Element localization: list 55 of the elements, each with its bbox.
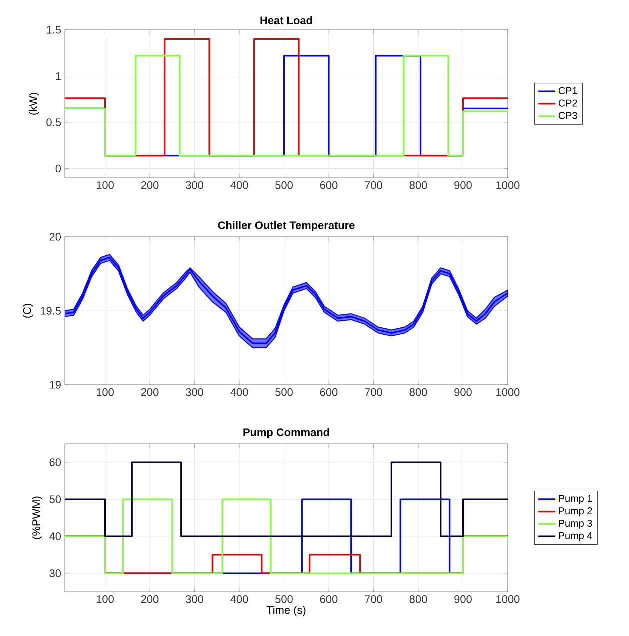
legend-label: Pump 1 xyxy=(559,495,592,504)
chart-title: Chiller Outlet Temperature xyxy=(218,221,355,232)
x-tick-label: 500 xyxy=(276,596,293,604)
x-tick-label: 300 xyxy=(186,182,204,190)
x-axis-title: Time (s) xyxy=(266,606,306,616)
legend-label: Pump 2 xyxy=(559,508,592,517)
x-tick-label: 200 xyxy=(141,596,159,604)
y-axis-title: (C) xyxy=(23,304,34,318)
y-tick-label: 1 xyxy=(56,72,61,80)
y-tick-label: 30 xyxy=(50,570,62,578)
x-tick-label: 300 xyxy=(186,388,204,396)
x-tick-label: 500 xyxy=(276,388,293,396)
y-tick-label: 1.5 xyxy=(47,26,62,34)
x-tick-label: 400 xyxy=(230,182,248,190)
x-tick-label: 800 xyxy=(410,388,428,396)
x-tick-label: 200 xyxy=(141,182,159,190)
y-tick-label: 20 xyxy=(50,233,62,241)
legend-label: CP2 xyxy=(558,100,578,107)
y-axis-title: (kW) xyxy=(29,93,40,115)
y-axis-title: (%PWM) xyxy=(32,496,42,540)
x-tick-label: 700 xyxy=(365,182,382,190)
x-tick-label: 1000 xyxy=(496,388,520,396)
chart-title: Heat Load xyxy=(260,16,312,24)
x-tick-label: 1000 xyxy=(496,596,520,604)
x-tick-label: 100 xyxy=(96,182,114,190)
x-tick-label: 700 xyxy=(365,596,382,604)
x-tick-label: 600 xyxy=(320,182,338,190)
x-tick-label: 100 xyxy=(96,388,114,396)
chart-title: Pump Command xyxy=(244,428,330,438)
x-tick-label: 400 xyxy=(230,388,248,396)
x-tick-label: 300 xyxy=(186,596,204,604)
y-tick-label: 19.5 xyxy=(40,307,62,315)
x-tick-label: 900 xyxy=(454,182,472,190)
legend-label: Pump 3 xyxy=(559,520,592,530)
x-tick-label: 100 xyxy=(96,596,114,604)
legend-label: CP1 xyxy=(558,87,578,94)
x-tick-label: 400 xyxy=(230,596,248,604)
x-tick-label: 800 xyxy=(410,596,428,604)
x-tick-label: 600 xyxy=(320,596,338,604)
y-tick-label: 60 xyxy=(50,458,62,466)
x-tick-label: 600 xyxy=(320,388,338,396)
y-tick-label: 40 xyxy=(50,532,62,540)
y-tick-label: 50 xyxy=(50,496,62,504)
legend-label: CP3 xyxy=(558,112,578,120)
y-tick-label: 0.5 xyxy=(46,118,62,126)
x-tick-label: 500 xyxy=(276,182,293,190)
x-tick-label: 1000 xyxy=(496,182,520,190)
x-tick-label: 700 xyxy=(365,388,382,396)
x-tick-label: 800 xyxy=(410,182,428,190)
legend-label: Pump 4 xyxy=(559,532,592,542)
y-tick-label: 0 xyxy=(56,164,62,173)
x-tick-label: 900 xyxy=(454,388,472,396)
x-tick-label: 900 xyxy=(454,596,472,604)
x-tick-label: 200 xyxy=(141,388,159,396)
y-tick-label: 19 xyxy=(50,381,61,389)
